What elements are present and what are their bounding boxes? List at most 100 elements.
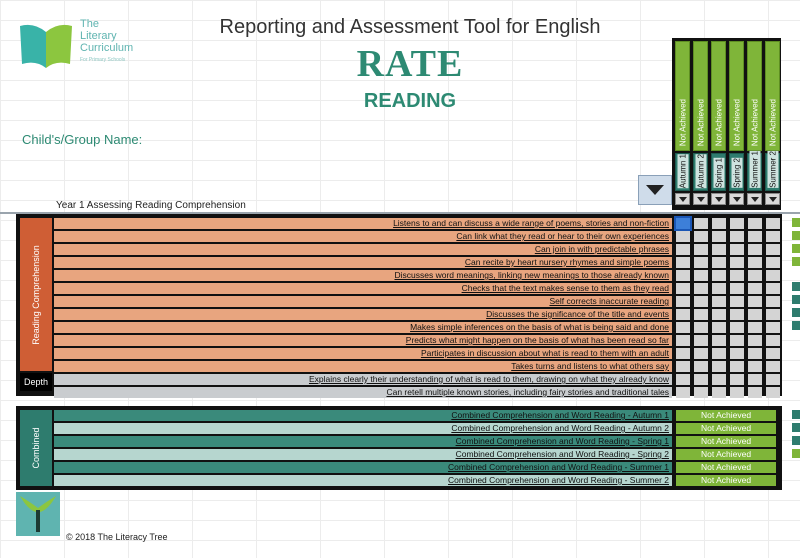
assessment-cell[interactable] bbox=[676, 296, 690, 307]
assessment-cell[interactable] bbox=[694, 348, 708, 359]
assessment-cell[interactable] bbox=[730, 231, 744, 242]
filter-button-spring-2[interactable] bbox=[729, 193, 744, 205]
assessment-cell[interactable] bbox=[730, 244, 744, 255]
assessment-cell[interactable] bbox=[766, 387, 780, 398]
assessment-cell[interactable] bbox=[766, 231, 780, 242]
assessment-cell[interactable] bbox=[694, 231, 708, 242]
filter-button-summer-1[interactable] bbox=[747, 193, 762, 205]
assessment-cell[interactable] bbox=[694, 257, 708, 268]
combined-status-badge[interactable]: Not Achieved bbox=[676, 423, 776, 434]
assessment-cell[interactable] bbox=[676, 283, 690, 294]
assessment-cell[interactable] bbox=[676, 257, 690, 268]
assessment-cell[interactable] bbox=[766, 296, 780, 307]
assessment-cell[interactable] bbox=[730, 218, 744, 229]
assessment-cell[interactable] bbox=[694, 374, 708, 385]
assessment-cell[interactable] bbox=[748, 257, 762, 268]
assessment-cell[interactable] bbox=[748, 361, 762, 372]
assessment-cell[interactable] bbox=[748, 387, 762, 398]
filter-button-spring-1[interactable] bbox=[711, 193, 726, 205]
assessment-cell[interactable] bbox=[748, 374, 762, 385]
assessment-cell[interactable] bbox=[730, 283, 744, 294]
combined-row: Combined Comprehension and Word Reading … bbox=[54, 462, 672, 473]
assessment-cell[interactable] bbox=[674, 216, 692, 231]
assessment-cell[interactable] bbox=[766, 374, 780, 385]
assessment-cell[interactable] bbox=[730, 335, 744, 346]
assessment-cell[interactable] bbox=[748, 335, 762, 346]
assessment-cell[interactable] bbox=[748, 244, 762, 255]
assessment-cell[interactable] bbox=[712, 387, 726, 398]
filter-button-autumn-1[interactable] bbox=[675, 193, 690, 205]
assessment-cell[interactable] bbox=[676, 374, 690, 385]
assessment-cell[interactable] bbox=[712, 270, 726, 281]
combined-status-badge[interactable]: Not Achieved bbox=[676, 410, 776, 421]
statement-text: Predicts what might happen on the basis … bbox=[405, 335, 669, 345]
assessment-cell[interactable] bbox=[712, 309, 726, 320]
assessment-cell[interactable] bbox=[712, 244, 726, 255]
assessment-cell[interactable] bbox=[694, 387, 708, 398]
filter-button-autumn-2[interactable] bbox=[693, 193, 708, 205]
assessment-cell[interactable] bbox=[766, 348, 780, 359]
assessment-cell[interactable] bbox=[730, 309, 744, 320]
dropdown-button[interactable] bbox=[638, 175, 672, 205]
assessment-cell[interactable] bbox=[766, 335, 780, 346]
assessment-cell[interactable] bbox=[694, 270, 708, 281]
assessment-cell[interactable] bbox=[676, 270, 690, 281]
assessment-cell[interactable] bbox=[730, 322, 744, 333]
assessment-cell[interactable] bbox=[748, 218, 762, 229]
assessment-cell[interactable] bbox=[676, 244, 690, 255]
assessment-cell[interactable] bbox=[712, 322, 726, 333]
assessment-cell[interactable] bbox=[712, 231, 726, 242]
assessment-cell[interactable] bbox=[766, 361, 780, 372]
assessment-cell[interactable] bbox=[676, 348, 690, 359]
assessment-cell[interactable] bbox=[694, 309, 708, 320]
assessment-cell[interactable] bbox=[676, 231, 690, 242]
combined-status-badge[interactable]: Not Achieved bbox=[676, 462, 776, 473]
filter-button-summer-2[interactable] bbox=[765, 193, 780, 205]
assessment-cell[interactable] bbox=[748, 296, 762, 307]
assessment-cell[interactable] bbox=[748, 309, 762, 320]
assessment-cell[interactable] bbox=[730, 257, 744, 268]
assessment-cell[interactable] bbox=[730, 374, 744, 385]
assessment-cell[interactable] bbox=[694, 244, 708, 255]
assessment-cell[interactable] bbox=[712, 361, 726, 372]
assessment-cell[interactable] bbox=[694, 322, 708, 333]
assessment-cell[interactable] bbox=[712, 348, 726, 359]
assessment-cell[interactable] bbox=[766, 322, 780, 333]
assessment-cell[interactable] bbox=[694, 283, 708, 294]
assessment-cell[interactable] bbox=[712, 374, 726, 385]
assessment-cell[interactable] bbox=[676, 387, 690, 398]
assessment-cell[interactable] bbox=[730, 296, 744, 307]
combined-status-badge[interactable]: Not Achieved bbox=[676, 475, 776, 486]
assessment-cell[interactable] bbox=[676, 361, 690, 372]
assessment-cell[interactable] bbox=[730, 387, 744, 398]
assessment-cell[interactable] bbox=[676, 322, 690, 333]
assessment-cell[interactable] bbox=[676, 335, 690, 346]
assessment-cell[interactable] bbox=[730, 270, 744, 281]
assessment-cell[interactable] bbox=[676, 309, 690, 320]
assessment-cell[interactable] bbox=[712, 218, 726, 229]
assessment-cell[interactable] bbox=[748, 231, 762, 242]
combined-status-badge[interactable]: Not Achieved bbox=[676, 436, 776, 447]
assessment-cell[interactable] bbox=[694, 218, 708, 229]
combined-status-badge[interactable]: Not Achieved bbox=[676, 449, 776, 460]
assessment-cell[interactable] bbox=[712, 335, 726, 346]
child-name-label[interactable]: Child's/Group Name: bbox=[22, 132, 143, 147]
assessment-cell[interactable] bbox=[748, 322, 762, 333]
assessment-cell[interactable] bbox=[748, 283, 762, 294]
assessment-cell[interactable] bbox=[748, 348, 762, 359]
assessment-cell[interactable] bbox=[694, 361, 708, 372]
assessment-cell[interactable] bbox=[766, 244, 780, 255]
assessment-cell[interactable] bbox=[712, 283, 726, 294]
assessment-cell[interactable] bbox=[712, 257, 726, 268]
assessment-cell[interactable] bbox=[748, 270, 762, 281]
assessment-cell[interactable] bbox=[766, 283, 780, 294]
assessment-cell[interactable] bbox=[730, 361, 744, 372]
assessment-cell[interactable] bbox=[766, 309, 780, 320]
assessment-cell[interactable] bbox=[766, 257, 780, 268]
assessment-cell[interactable] bbox=[712, 296, 726, 307]
assessment-cell[interactable] bbox=[766, 270, 780, 281]
assessment-cell[interactable] bbox=[694, 296, 708, 307]
assessment-cell[interactable] bbox=[766, 218, 780, 229]
assessment-cell[interactable] bbox=[694, 335, 708, 346]
assessment-cell[interactable] bbox=[730, 348, 744, 359]
